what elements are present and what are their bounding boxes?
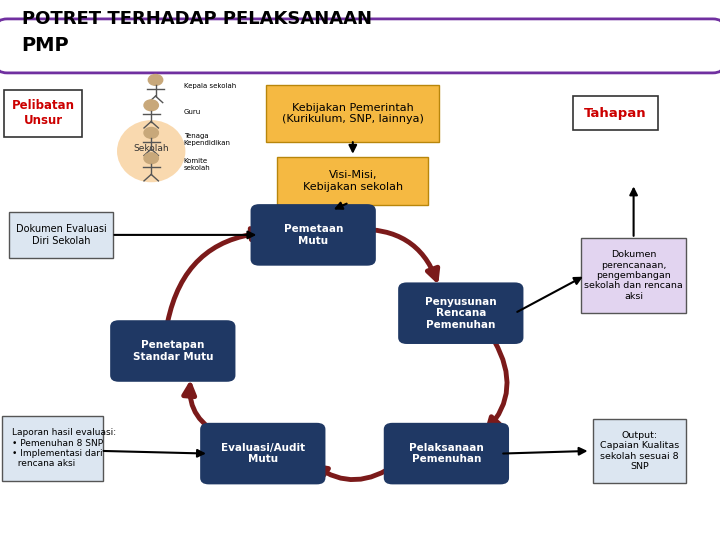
Text: PMP: PMP (22, 36, 69, 55)
Text: Tenaga
Kependidikan: Tenaga Kependidikan (184, 133, 230, 146)
Text: Kepala sekolah: Kepala sekolah (184, 83, 236, 90)
Circle shape (144, 127, 158, 138)
Text: Pelibatan
Unsur: Pelibatan Unsur (12, 99, 75, 127)
FancyBboxPatch shape (251, 204, 376, 266)
FancyBboxPatch shape (582, 238, 685, 313)
Circle shape (144, 100, 158, 111)
FancyBboxPatch shape (110, 320, 235, 382)
Text: POTRET TERHADAP PELAKSANAAN: POTRET TERHADAP PELAKSANAAN (22, 10, 372, 28)
Text: Dokumen
perencanaan,
pengembangan
sekolah dan rencana
aksi: Dokumen perencanaan, pengembangan sekola… (584, 250, 683, 301)
Text: Evaluasi/Audit
Mutu: Evaluasi/Audit Mutu (221, 443, 305, 464)
Text: Visi-Misi,
Kebijakan sekolah: Visi-Misi, Kebijakan sekolah (302, 170, 403, 192)
Text: Output:
Capaian Kualitas
sekolah sesuai 8
SNP: Output: Capaian Kualitas sekolah sesuai … (600, 431, 679, 471)
FancyBboxPatch shape (4, 90, 82, 137)
Text: Pelaksanaan
Pemenuhan: Pelaksanaan Pemenuhan (409, 443, 484, 464)
FancyBboxPatch shape (593, 418, 686, 483)
Ellipse shape (117, 120, 185, 183)
FancyBboxPatch shape (9, 212, 114, 258)
FancyBboxPatch shape (266, 85, 439, 141)
Text: Penyusunan
Rencana
Pemenuhan: Penyusunan Rencana Pemenuhan (425, 296, 497, 330)
Circle shape (144, 153, 158, 164)
FancyBboxPatch shape (2, 416, 103, 481)
FancyBboxPatch shape (200, 423, 325, 484)
Text: Pemetaan
Mutu: Pemetaan Mutu (284, 224, 343, 246)
Text: Laporan hasil evaluasi:
• Pemenuhan 8 SNP
• Implementasi dari
  rencana aksi: Laporan hasil evaluasi: • Pemenuhan 8 SN… (12, 428, 116, 468)
Text: Penetapan
Standar Mutu: Penetapan Standar Mutu (132, 340, 213, 362)
FancyBboxPatch shape (0, 19, 720, 73)
Text: Kebijakan Pemerintah
(Kurikulum, SNP, lainnya): Kebijakan Pemerintah (Kurikulum, SNP, la… (282, 103, 424, 124)
Text: Komite
sekolah: Komite sekolah (184, 158, 210, 171)
Text: Tahapan: Tahapan (585, 107, 647, 120)
Circle shape (148, 75, 163, 85)
FancyBboxPatch shape (277, 157, 428, 205)
Text: Sekolah: Sekolah (133, 144, 169, 153)
FancyBboxPatch shape (384, 423, 509, 484)
FancyBboxPatch shape (398, 282, 523, 344)
Text: Guru: Guru (184, 109, 201, 115)
FancyBboxPatch shape (573, 96, 658, 130)
Text: Dokumen Evaluasi
Diri Sekolah: Dokumen Evaluasi Diri Sekolah (16, 224, 107, 246)
